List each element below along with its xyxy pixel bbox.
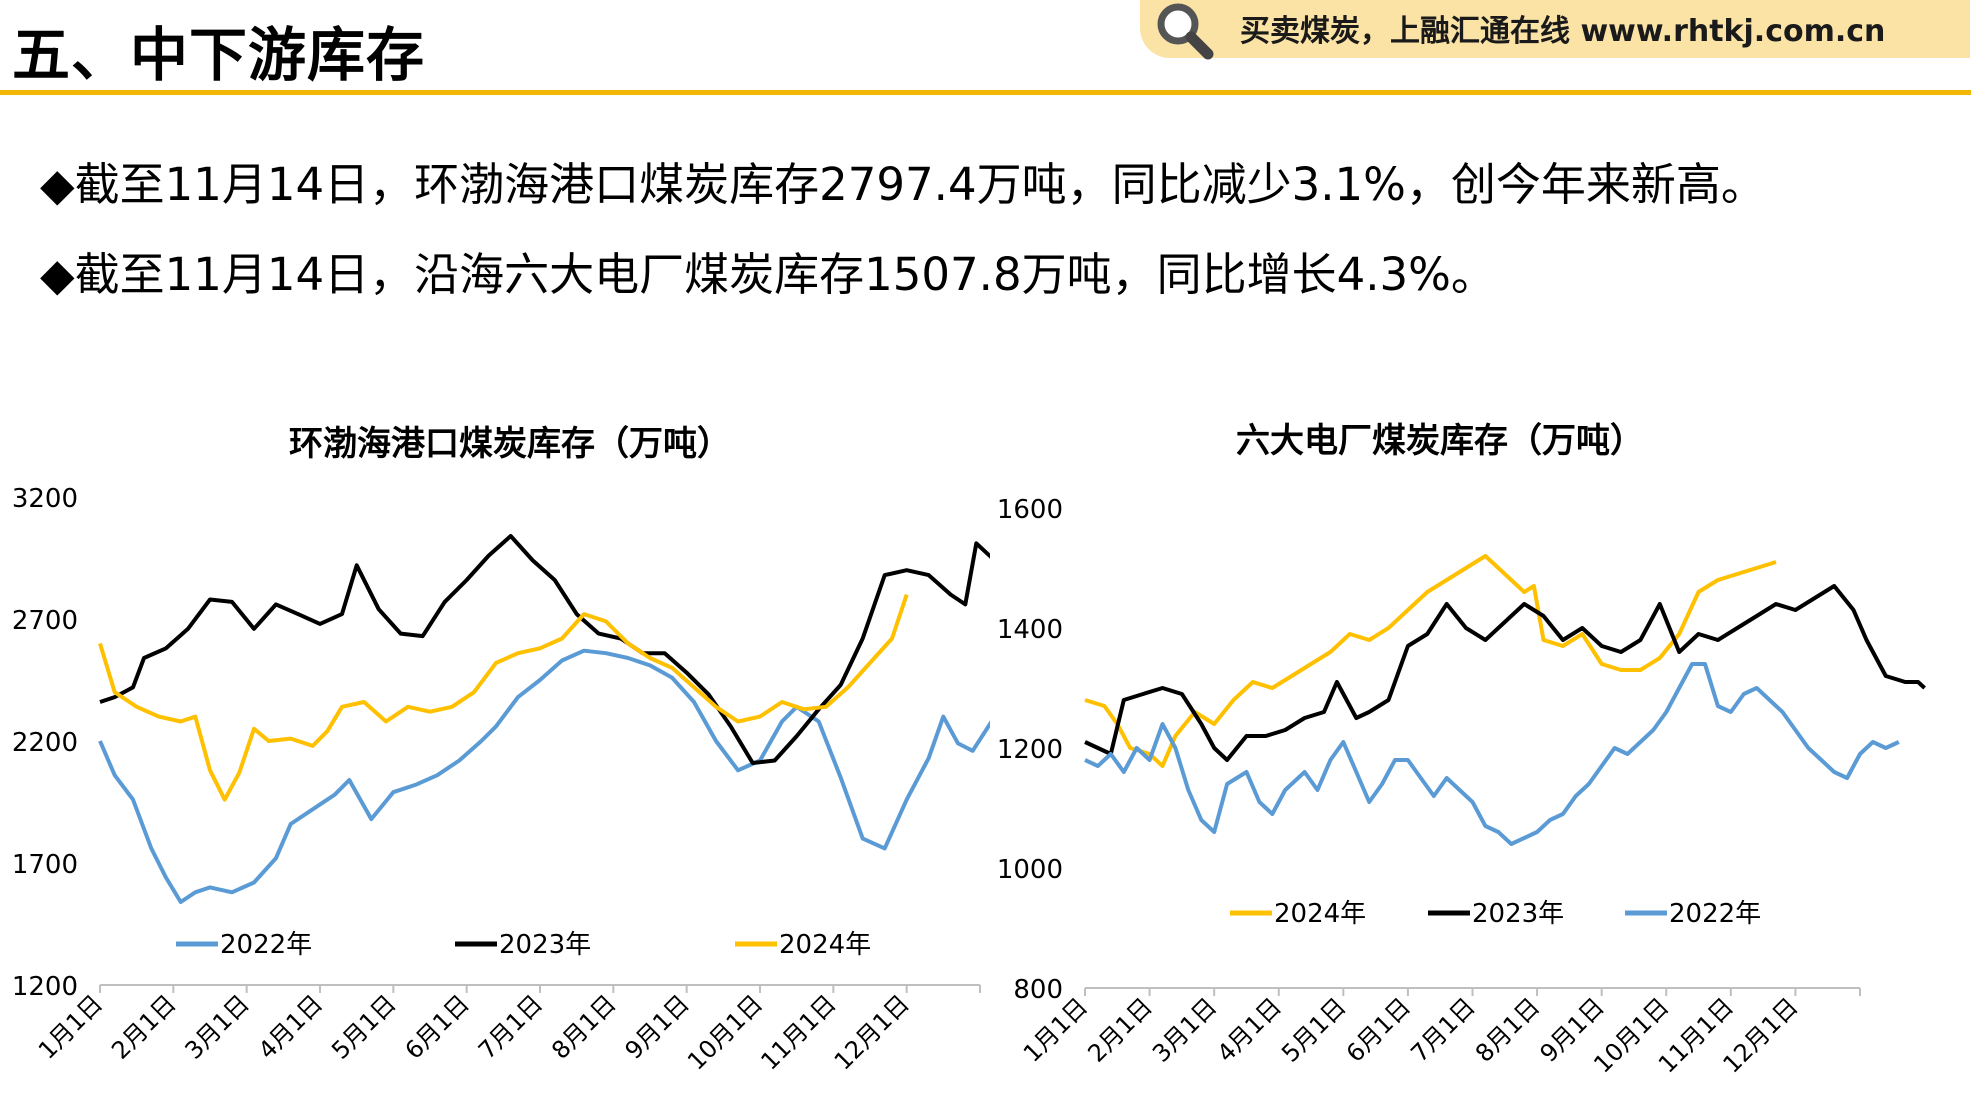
series-line <box>98 648 990 904</box>
x-tick-label: 7月1日 <box>1405 992 1480 1067</box>
series-line <box>1084 662 1900 846</box>
series-line <box>1084 554 1777 768</box>
x-tick-label: 8月1日 <box>546 989 621 1064</box>
title-underline <box>0 90 1971 95</box>
x-tick-label: 2月1日 <box>1082 992 1157 1067</box>
x-tick-label: 5月1日 <box>326 989 401 1064</box>
summary-bullets: ◆截至11月14日，环渤海港口煤炭库存2797.4万吨，同比减少3.1%，创今年… <box>40 140 1766 320</box>
x-tick-label: 11月1日 <box>755 989 841 1075</box>
x-tick-label: 4月1日 <box>1212 992 1287 1067</box>
legend-label: 2024年 <box>779 930 871 960</box>
series-line <box>1084 584 1926 762</box>
x-tick-label: 6月1日 <box>1341 992 1416 1067</box>
x-tick-label: 12月1日 <box>829 989 915 1075</box>
bullet-port-inventory: ◆截至11月14日，环渤海港口煤炭库存2797.4万吨，同比减少3.1%，创今年… <box>40 158 1766 211</box>
legend-label: 2024年 <box>1274 899 1366 929</box>
chart-port-inventory: 环渤海港口煤炭库存（万吨）120017002200270032001月1日2月1… <box>12 424 990 1076</box>
site-banner[interactable]: 买卖煤炭，上融汇通在线 www.rhtkj.com.cn <box>1140 0 1970 60</box>
x-tick-label: 4月1日 <box>253 989 328 1064</box>
chart-title: 六大电厂煤炭库存（万吨） <box>1236 421 1644 461</box>
y-tick-label: 1700 <box>12 850 78 880</box>
y-tick-label: 3200 <box>12 484 78 514</box>
legend-label: 2023年 <box>499 930 591 960</box>
legend-label: 2022年 <box>1669 899 1761 929</box>
series-line <box>98 593 909 802</box>
y-tick-label: 1200 <box>12 972 78 1002</box>
banner-text: 买卖煤炭，上融汇通在线 www.rhtkj.com.cn <box>1240 14 1886 49</box>
bullet-power-plant-inventory: ◆截至11月14日，沿海六大电厂煤炭库存1507.8万吨，同比增长4.3%。 <box>40 248 1496 301</box>
x-tick-label: 10月1日 <box>682 989 768 1075</box>
legend-label: 2023年 <box>1472 899 1564 929</box>
x-tick-label: 7月1日 <box>473 989 548 1064</box>
y-tick-label: 1200 <box>997 735 1063 765</box>
legend-label: 2022年 <box>220 930 312 960</box>
y-tick-label: 1600 <box>997 495 1063 525</box>
x-tick-label: 3月1日 <box>1147 992 1222 1067</box>
x-tick-label: 6月1日 <box>400 989 475 1064</box>
x-tick-label: 8月1日 <box>1470 992 1545 1067</box>
x-tick-label: 5月1日 <box>1276 992 1351 1067</box>
y-tick-label: 800 <box>1013 975 1063 1005</box>
y-tick-label: 2200 <box>12 728 78 758</box>
page-title: 五、中下游库存 <box>12 21 426 89</box>
x-tick-label: 2月1日 <box>106 989 181 1064</box>
y-tick-label: 1400 <box>997 615 1063 645</box>
chart-power-plant-inventory: 六大电厂煤炭库存（万吨）80010001200140016001月1日2月1日3… <box>997 421 1926 1079</box>
x-tick-label: 3月1日 <box>180 989 255 1064</box>
series-line <box>99 534 990 765</box>
y-tick-label: 2700 <box>12 606 78 636</box>
chart-title: 环渤海港口煤炭库存（万吨） <box>289 424 731 464</box>
magnifier-icon <box>1150 0 1220 66</box>
y-tick-label: 1000 <box>997 855 1063 885</box>
